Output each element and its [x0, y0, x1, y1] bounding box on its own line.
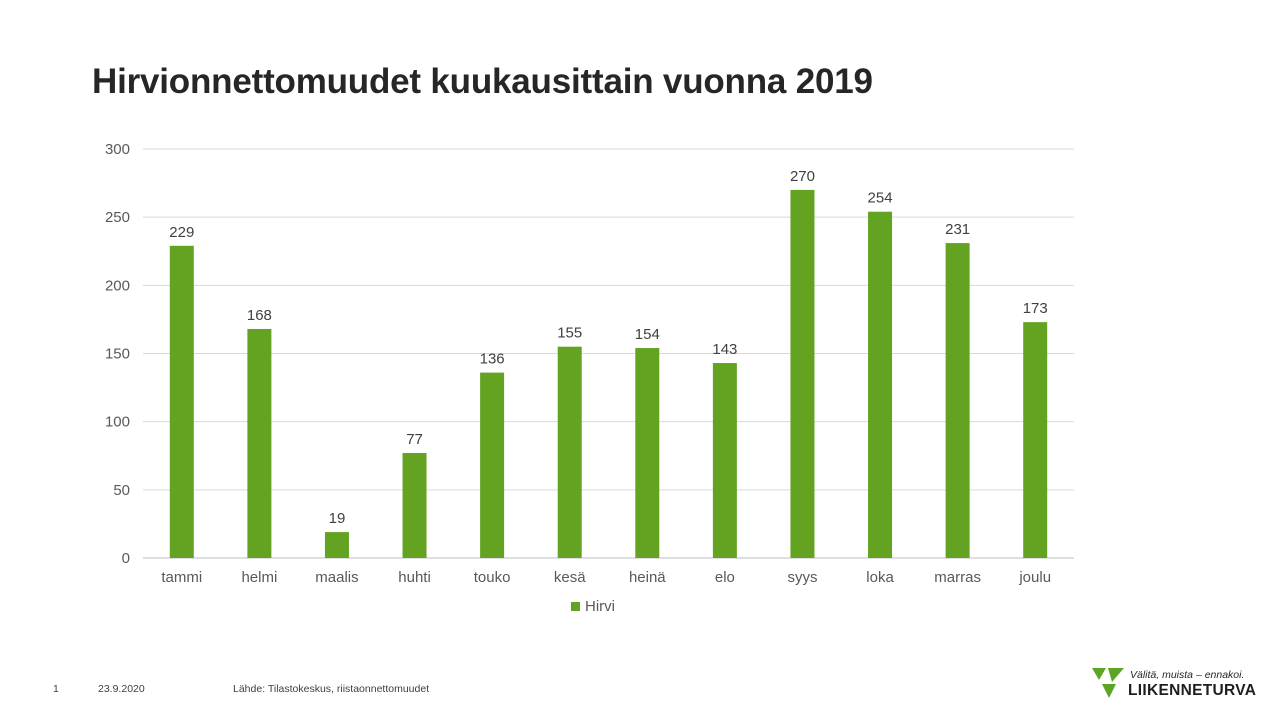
data-label: 154: [635, 326, 660, 343]
x-tick-label: loka: [866, 569, 894, 586]
y-tick-label: 0: [122, 550, 130, 567]
y-tick-label: 100: [105, 414, 130, 431]
slide-title: Hirvionnettomuudet kuukausittain vuonna …: [92, 62, 873, 101]
data-label: 155: [557, 325, 582, 342]
data-label: 270: [790, 168, 815, 185]
bar: [1023, 322, 1048, 558]
liikenneturva-logo: Välitä, muista – ennakoi. LIIKENNETURVA: [1090, 664, 1256, 704]
legend-swatch: [571, 602, 580, 611]
bar-chart: 0 50 100 150 200 250 300 229 tammi 168 helmi 19 maal…: [105, 141, 1074, 615]
bar: [790, 189, 815, 558]
liikenneturva-logo-icon: [1092, 668, 1124, 698]
x-tick-label: elo: [715, 569, 735, 586]
data-label: 168: [247, 307, 272, 324]
bar: [324, 532, 349, 558]
bar: [402, 453, 427, 558]
bar: [247, 328, 272, 558]
x-tick-label: huhti: [398, 569, 431, 586]
y-tick-label: 50: [113, 482, 130, 499]
y-tick-label: 250: [105, 209, 130, 226]
x-tick-label: kesä: [554, 569, 586, 586]
logo-tagline: Välitä, muista – ennakoi.: [1130, 669, 1245, 681]
data-label: 173: [1023, 300, 1048, 317]
data-label: 231: [945, 221, 970, 238]
legend-label: Hirvi: [585, 598, 615, 615]
bar: [945, 243, 970, 558]
x-tick-label: joulu: [1018, 569, 1051, 586]
source-note: Lähde: Tilastokeskus, riistaonnettomuude…: [233, 683, 430, 695]
x-tick-label: tammi: [161, 569, 202, 586]
y-tick-label: 150: [105, 346, 130, 363]
bar: [557, 346, 582, 558]
y-tick-label: 200: [105, 277, 130, 294]
bar: [169, 245, 194, 558]
bar: [635, 348, 660, 558]
x-tick-label: helmi: [241, 569, 277, 586]
y-tick-label: 300: [105, 141, 130, 158]
bar: [868, 211, 893, 559]
bar: [480, 372, 505, 558]
data-label: 136: [480, 351, 505, 368]
x-tick-label: marras: [934, 569, 981, 586]
data-label: 19: [329, 510, 346, 527]
x-tick-label: maalis: [315, 569, 358, 586]
x-tick-label: syys: [787, 569, 817, 586]
slide-date: 23.9.2020: [98, 683, 145, 695]
page-number: 1: [53, 683, 59, 695]
data-label: 229: [169, 224, 194, 241]
x-tick-label: touko: [474, 569, 511, 586]
data-label: 254: [868, 190, 893, 207]
bar: [712, 363, 737, 558]
data-label: 143: [712, 341, 737, 358]
x-tick-label: heinä: [629, 569, 666, 586]
data-label: 77: [406, 431, 423, 448]
logo-brand: LIIKENNETURVA: [1128, 682, 1257, 699]
